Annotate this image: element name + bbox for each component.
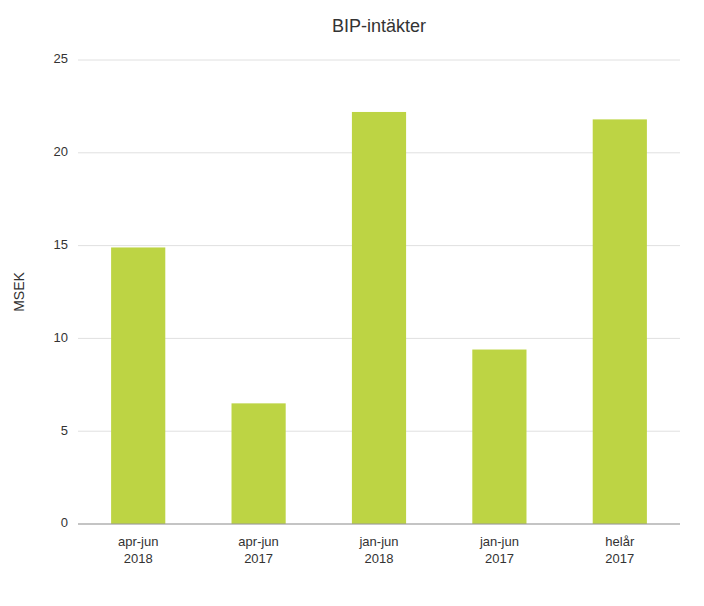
chart-container: BIP-intäkter0510152025MSEKapr-jun2018apr… <box>0 0 704 606</box>
x-tick-label-line: 2018 <box>124 551 153 566</box>
bars <box>111 112 647 524</box>
x-tick-label: apr-jun 2017 <box>238 534 278 566</box>
x-tick-label-line: helår <box>605 534 635 549</box>
x-tick-label: apr-jun 2018 <box>118 534 158 566</box>
title: BIP-intäkter <box>332 16 426 36</box>
x-axis-line <box>78 524 680 525</box>
grid-line <box>78 60 680 61</box>
x-tick-label: jan-jun 2017 <box>479 534 519 566</box>
page: {"chart_data": {"type": "bar", "title": … <box>0 0 704 606</box>
bar <box>232 403 286 524</box>
x-tick-label-line: 2017 <box>605 551 634 566</box>
x-tick-label-line: 2017 <box>244 551 273 566</box>
x-tick-label: helår 2017 <box>605 534 635 566</box>
x-tick-label-line: 2017 <box>485 551 514 566</box>
y-tick-label: 20 <box>54 144 68 159</box>
x-axis: apr-jun2018apr-jun2017jan-jun2018jan-jun… <box>118 534 635 566</box>
y-tick-label: 10 <box>54 330 68 345</box>
bar <box>352 112 406 524</box>
x-tick-label-line: jan-jun <box>358 534 398 549</box>
y-tick-label: 25 <box>54 51 68 66</box>
y-axis-label: MSEK <box>11 272 27 312</box>
x-tick-label: jan-jun 2018 <box>358 534 398 566</box>
grid-line <box>78 524 680 525</box>
bar <box>472 350 526 524</box>
grid <box>78 60 680 524</box>
x-tick-label-line: jan-jun <box>479 534 519 549</box>
chart-svg: BIP-intäkter0510152025MSEKapr-jun2018apr… <box>0 0 704 606</box>
y-axis: 0 5 10 15 20 25 <box>54 51 68 530</box>
y-tick-label: 5 <box>61 423 68 438</box>
x-tick-label-line: 2018 <box>365 551 394 566</box>
y-tick-label: 0 <box>61 515 68 530</box>
x-tick-label-line: apr-jun <box>118 534 158 549</box>
y-tick-label: 15 <box>54 237 68 252</box>
bar <box>111 247 165 524</box>
bar <box>593 119 647 524</box>
x-tick-label-line: apr-jun <box>238 534 278 549</box>
